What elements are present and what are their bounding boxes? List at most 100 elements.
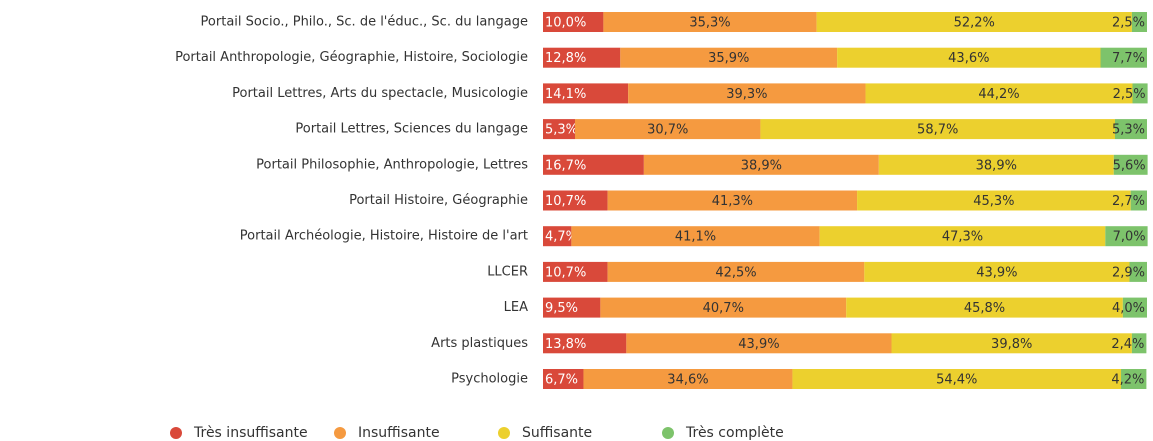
value-label: 30,7% [647, 123, 688, 138]
bar-segment [600, 297, 847, 318]
value-label: 2,9% [1112, 265, 1145, 280]
value-label: 35,3% [689, 16, 730, 31]
value-label: 43,9% [738, 337, 779, 352]
value-label: 43,9% [976, 265, 1017, 280]
category-label: Psychologie [451, 372, 528, 387]
category-label: Portail Archéologie, Histoire, Histoire … [240, 229, 528, 244]
bar-segment [1105, 226, 1148, 247]
bar-segment [583, 369, 793, 389]
legend-marker [498, 427, 510, 439]
bar-segment [543, 119, 576, 140]
bar-segment [603, 12, 817, 32]
value-label: 2,7% [1112, 194, 1145, 209]
bar-segment [571, 226, 820, 247]
category-label: Portail Philosophie, Anthropologie, Lett… [256, 157, 528, 172]
legend-marker [334, 427, 346, 439]
value-label: 4,0% [1112, 301, 1145, 316]
value-label: 12,8% [545, 51, 586, 66]
category-label: Portail Anthropologie, Géographie, Histo… [175, 50, 528, 65]
value-label: 4,2% [1111, 373, 1144, 388]
value-label: 7,0% [1113, 230, 1146, 245]
value-label: 34,6% [667, 373, 708, 388]
value-label: 5,6% [1113, 158, 1146, 173]
bar-segment [819, 226, 1106, 247]
bar-segment [792, 369, 1122, 389]
bar-segment [543, 297, 601, 318]
value-label: 2,5% [1113, 87, 1146, 102]
bar-segment [643, 154, 879, 175]
category-label: Portail Histoire, Géographie [349, 193, 528, 208]
bar-segment [865, 83, 1133, 104]
value-label: 44,2% [978, 87, 1019, 102]
bar-segment [816, 12, 1132, 32]
value-label: 5,3% [545, 123, 578, 138]
value-label: 54,4% [936, 373, 977, 388]
value-label: 41,1% [675, 230, 716, 245]
value-label: 41,3% [712, 194, 753, 209]
bar-segment [607, 261, 865, 282]
value-label: 10,7% [545, 194, 586, 209]
bar-segment [543, 47, 621, 68]
bar-segment [891, 333, 1132, 354]
category-label: Portail Lettres, Arts du spectacle, Musi… [232, 86, 528, 101]
bar-segment [1132, 83, 1148, 104]
bar-segment [543, 226, 572, 247]
value-label: 38,9% [741, 158, 782, 173]
bar-segment [864, 261, 1130, 282]
value-label: 4,7% [545, 230, 578, 245]
value-label: 14,1% [545, 87, 586, 102]
bar-segment [878, 154, 1114, 175]
bar-segment [543, 12, 604, 32]
bar-segment [543, 369, 584, 389]
value-label: 58,7% [917, 123, 958, 138]
category-label: LLCER [487, 264, 528, 279]
bar-segment [1122, 297, 1147, 318]
value-label: 39,8% [991, 337, 1032, 352]
value-label: 42,5% [715, 265, 756, 280]
bar-segment [543, 154, 644, 175]
value-label: 38,9% [976, 158, 1017, 173]
value-label: 47,3% [942, 230, 983, 245]
category-label: Portail Socio., Philo., Sc. de l'éduc., … [201, 15, 528, 30]
category-label: Arts plastiques [431, 336, 528, 351]
value-label: 2,5% [1112, 16, 1145, 31]
bar-segment [1121, 369, 1147, 389]
value-label: 45,3% [973, 194, 1014, 209]
bar-segment [1130, 190, 1147, 211]
value-label: 13,8% [545, 337, 586, 352]
bar-segment [543, 83, 629, 104]
value-label: 35,9% [708, 51, 749, 66]
legend-label: Suffisante [522, 425, 592, 441]
value-label: 9,5% [545, 301, 578, 316]
value-label: 43,6% [948, 51, 989, 66]
value-label: 10,7% [545, 265, 586, 280]
bar-segment [620, 47, 838, 68]
bar-segment [626, 333, 892, 354]
bar-segment [1131, 333, 1147, 354]
category-label: LEA [504, 300, 528, 315]
bar-segment [760, 119, 1115, 140]
value-label: 7,7% [1112, 51, 1145, 66]
value-label: 40,7% [703, 301, 744, 316]
bar-segment [1100, 47, 1147, 68]
bar-segment [575, 119, 761, 140]
value-label: 10,0% [545, 16, 586, 31]
bar-segment [628, 83, 866, 104]
bar-segment [1114, 119, 1147, 140]
legend-label: Très insuffisante [193, 425, 308, 441]
bar-segment [846, 297, 1123, 318]
bar-segment [1113, 154, 1148, 175]
bar-segment [1129, 261, 1147, 282]
legend-label: Très complète [685, 425, 784, 441]
legend-label: Insuffisante [358, 425, 440, 441]
legend-marker [662, 427, 674, 439]
bar-segment [607, 190, 858, 211]
value-label: 52,2% [954, 16, 995, 31]
bar-segment [1131, 12, 1147, 32]
category-label: Portail Lettres, Sciences du langage [295, 122, 528, 137]
bar-segment [543, 333, 627, 354]
bar-segment [543, 261, 608, 282]
bar-segment [857, 190, 1131, 211]
bar-segment [837, 47, 1101, 68]
